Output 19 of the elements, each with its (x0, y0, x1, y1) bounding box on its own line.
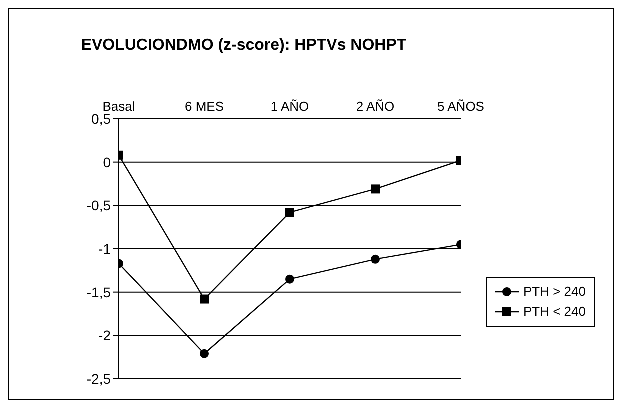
y-tick-label: -2 (98, 328, 112, 344)
y-tick-label: 0 (103, 154, 112, 170)
legend-label: PTH > 240 (523, 283, 586, 301)
x-tick-label: 2 AÑO (356, 99, 395, 114)
y-tick-label: -2,5 (86, 370, 112, 387)
y-tick-label: -0,5 (86, 198, 112, 214)
point (200, 294, 209, 304)
y-tick-label: -1 (98, 240, 112, 257)
point (286, 274, 294, 284)
x-tick-label: 1 AÑO (270, 99, 310, 114)
x-tick-label: 5 AÑOS (438, 99, 485, 114)
legend-label: PTH < 240 (523, 303, 586, 321)
y-tick-label: -1,5 (86, 284, 112, 300)
point (371, 184, 380, 194)
x-tick-label: 6 MES (184, 99, 224, 114)
point (200, 349, 209, 358)
chart-title: EVOLUCIONDMO (z-score): HPTVs NOHPT (80, 37, 408, 55)
point (286, 208, 294, 218)
point (371, 254, 380, 264)
